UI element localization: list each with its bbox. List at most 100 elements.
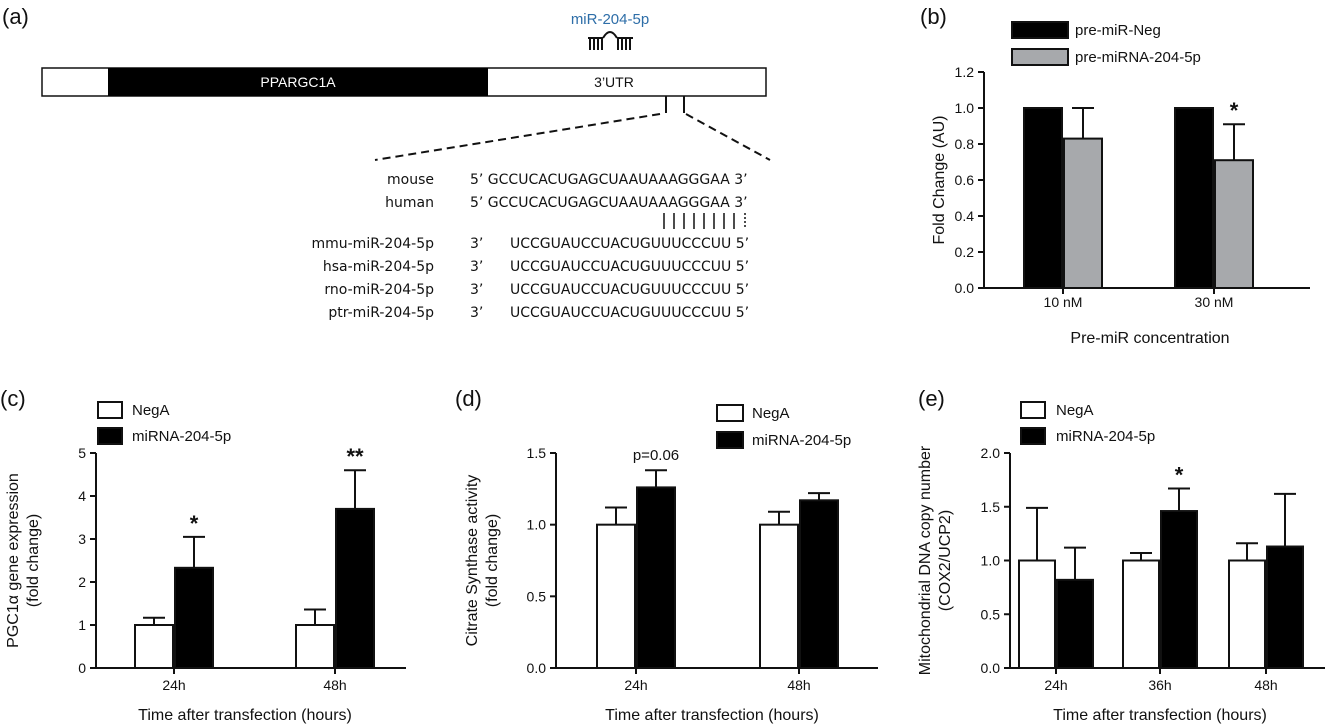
legend-swatch (1011, 48, 1069, 66)
x-tick-label: 10 nM (1044, 294, 1083, 310)
y-tick-label: 0.0 (527, 660, 547, 676)
bar (1160, 510, 1198, 669)
y-tick-label: 1.2 (955, 64, 975, 80)
y-tick-label: 0.0 (981, 660, 1001, 676)
x-axis-label: Time after transfection (hours) (605, 707, 819, 724)
species-label: mouse (387, 172, 434, 188)
mirna-prime-label: 3’ (470, 282, 483, 298)
y-tick-label: 0 (78, 660, 86, 676)
x-axis-label: Pre-miR concentration (1070, 330, 1229, 347)
mirna-label: miR-204-5p (571, 11, 649, 28)
bar (1056, 578, 1094, 669)
legend-label: NegA (752, 405, 790, 422)
mirna-name: hsa-miR-204-5p (323, 259, 434, 275)
y-tick-label: 1.0 (981, 553, 1001, 569)
bar (335, 507, 375, 669)
x-tick-label: 24h (1044, 677, 1067, 693)
mirna-sequence: UCCGUAUCCUACUGUUUCCCUU 5’ (510, 282, 749, 298)
y-tick-label: 1.0 (527, 517, 547, 533)
bar (1266, 545, 1304, 670)
utr-label: 3’UTR (594, 74, 634, 90)
mirna-sequence: UCCGUAUCCUACUGUUUCCCUU 5’ (510, 236, 749, 252)
y-tick-label: 0.4 (955, 208, 975, 224)
legend-swatch (716, 431, 744, 449)
bar (1063, 137, 1103, 289)
legend-label: miRNA-204-5p (1056, 428, 1155, 445)
y-tick-label: 2.0 (981, 445, 1001, 461)
target-sequence: 5’ GCCUCACUGAGCUAAUAAAGGGAA 3’ (470, 195, 748, 211)
bar (1228, 559, 1266, 669)
y-tick-label: 0.0 (955, 280, 975, 296)
x-tick-label: 24h (162, 677, 185, 693)
bar (1174, 107, 1214, 289)
x-tick-label: 48h (1254, 677, 1277, 693)
bar (134, 624, 174, 669)
y-tick-label: 1.5 (981, 499, 1001, 515)
target-sequence: 5’ GCCUCACUGAGCUAAUAAAGGGAA 3’ (470, 172, 748, 188)
zoom-line-right (685, 113, 771, 161)
bar (596, 523, 636, 670)
panel-letter: (c) (0, 386, 26, 411)
zoom-line-left (374, 113, 661, 161)
chart-panel-1: (c) 0 1 2 3 4 5 PGC1α gene expression (fold chan… (0, 386, 406, 724)
gene-label: PPARGC1A (260, 74, 336, 90)
bar (1018, 559, 1056, 669)
mirna-prime-label: 3’ (470, 259, 483, 275)
y-tick-label: 0.5 (527, 588, 547, 604)
mirna-name: ptr-miR-204-5p (328, 305, 434, 321)
bar (295, 624, 335, 669)
mirna-hairpin-icon (588, 31, 633, 50)
panel-a-letter: (a) (2, 4, 29, 29)
legend-swatch (1020, 427, 1046, 445)
legend-swatch (1011, 21, 1069, 39)
y-tick-label: 1 (78, 617, 86, 633)
y-axis-label: (fold change) (484, 514, 501, 607)
y-tick-label: 0.2 (955, 244, 975, 260)
legend-label: NegA (1056, 402, 1094, 419)
panel-letter: (d) (455, 386, 482, 411)
cds-region (108, 68, 488, 96)
significance-annotation: ** (346, 444, 364, 469)
mirna-sequence: UCCGUAUCCUACUGUUUCCCUU 5’ (510, 305, 749, 321)
y-tick-label: 2 (78, 574, 86, 590)
panel-letter: (e) (918, 386, 945, 411)
bar (759, 523, 799, 670)
y-tick-label: 0.5 (981, 606, 1001, 622)
y-tick-label: 0.8 (955, 136, 975, 152)
legend-swatch (716, 404, 744, 422)
legend-label: NegA (132, 402, 170, 419)
chart-panel-2: (d) 0.0 0.5 1.0 1.5 Citrate Synthase activity… (455, 386, 878, 724)
mirna-sequence-rows: mmu-miR-204-5p 3’ UCCGUAUCCUACUGUUUCCCUU 5… (311, 236, 749, 321)
y-tick-label: 5 (78, 445, 86, 461)
x-tick-label: 30 nM (1195, 294, 1234, 310)
bar (1214, 159, 1254, 289)
x-tick-label: 36h (1148, 677, 1171, 693)
panel-a-gene-schematic: (a) miR-204-5p PPARGC1A 3’UTR mouse 5’ GC… (2, 4, 771, 321)
y-tick-label: 0.6 (955, 172, 975, 188)
mirna-prime-label: 3’ (470, 236, 483, 252)
mirna-prime-label: 3’ (470, 305, 483, 321)
y-tick-label: 1.5 (527, 445, 547, 461)
x-tick-label: 24h (624, 677, 647, 693)
legend-label: miRNA-204-5p (132, 428, 231, 445)
y-axis-label: Mitochondrial DNA copy number (917, 445, 934, 675)
legend-swatch (97, 401, 123, 419)
y-axis-label: (COX2/UCP2) (937, 510, 954, 611)
x-axis-label: Time after transfection (hours) (138, 707, 352, 724)
bar (1122, 559, 1160, 669)
significance-annotation: * (1230, 98, 1239, 123)
chart-panel-3: (e) 0.0 0.5 1.0 1.5 2.0 Mitochondrial DNA copy… (917, 386, 1325, 724)
x-tick-label: 48h (323, 677, 346, 693)
species-label: human (385, 195, 434, 211)
mirna-name: mmu-miR-204-5p (311, 236, 434, 252)
target-sequence-rows: mouse 5’ GCCUCACUGAGCUAAUAAAGGGAA 3’ human… (385, 172, 747, 211)
y-axis-label: (fold change) (25, 514, 42, 607)
bar (174, 566, 214, 669)
x-axis-label: Time after transfection (hours) (1053, 707, 1267, 724)
chart-panels: (b) 0.0 0.2 0.4 0.6 0.8 1.0 1.2 Fold Change (AU)… (0, 4, 1325, 724)
legend-label: pre-miRNA-204-5p (1075, 49, 1201, 66)
mirna-sequence: UCCGUAUCCUACUGUUUCCCUU 5’ (510, 259, 749, 275)
legend-swatch (1020, 401, 1046, 419)
chart-panel-0: (b) 0.0 0.2 0.4 0.6 0.8 1.0 1.2 Fold Change (AU)… (920, 4, 1310, 347)
